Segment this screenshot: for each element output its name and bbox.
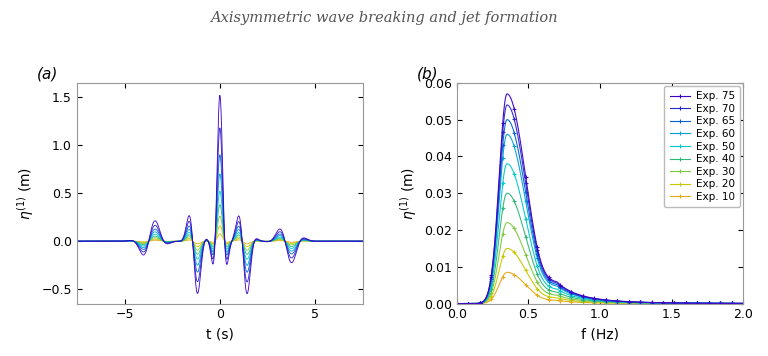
Y-axis label: $\eta^{(1)}$ (m): $\eta^{(1)}$ (m) [398, 167, 419, 220]
X-axis label: f (Hz): f (Hz) [581, 327, 619, 341]
Text: (b): (b) [417, 67, 439, 82]
Text: (a): (a) [37, 67, 58, 82]
Legend: Exp. 75, Exp. 70, Exp. 65, Exp. 60, Exp. 50, Exp. 40, Exp. 30, Exp. 20, Exp. 10: Exp. 75, Exp. 70, Exp. 65, Exp. 60, Exp.… [664, 86, 740, 207]
Y-axis label: $\eta^{(1)}$ (m): $\eta^{(1)}$ (m) [15, 167, 36, 220]
X-axis label: t (s): t (s) [206, 327, 233, 341]
Text: Axisymmetric wave breaking and jet formation: Axisymmetric wave breaking and jet forma… [210, 11, 558, 25]
